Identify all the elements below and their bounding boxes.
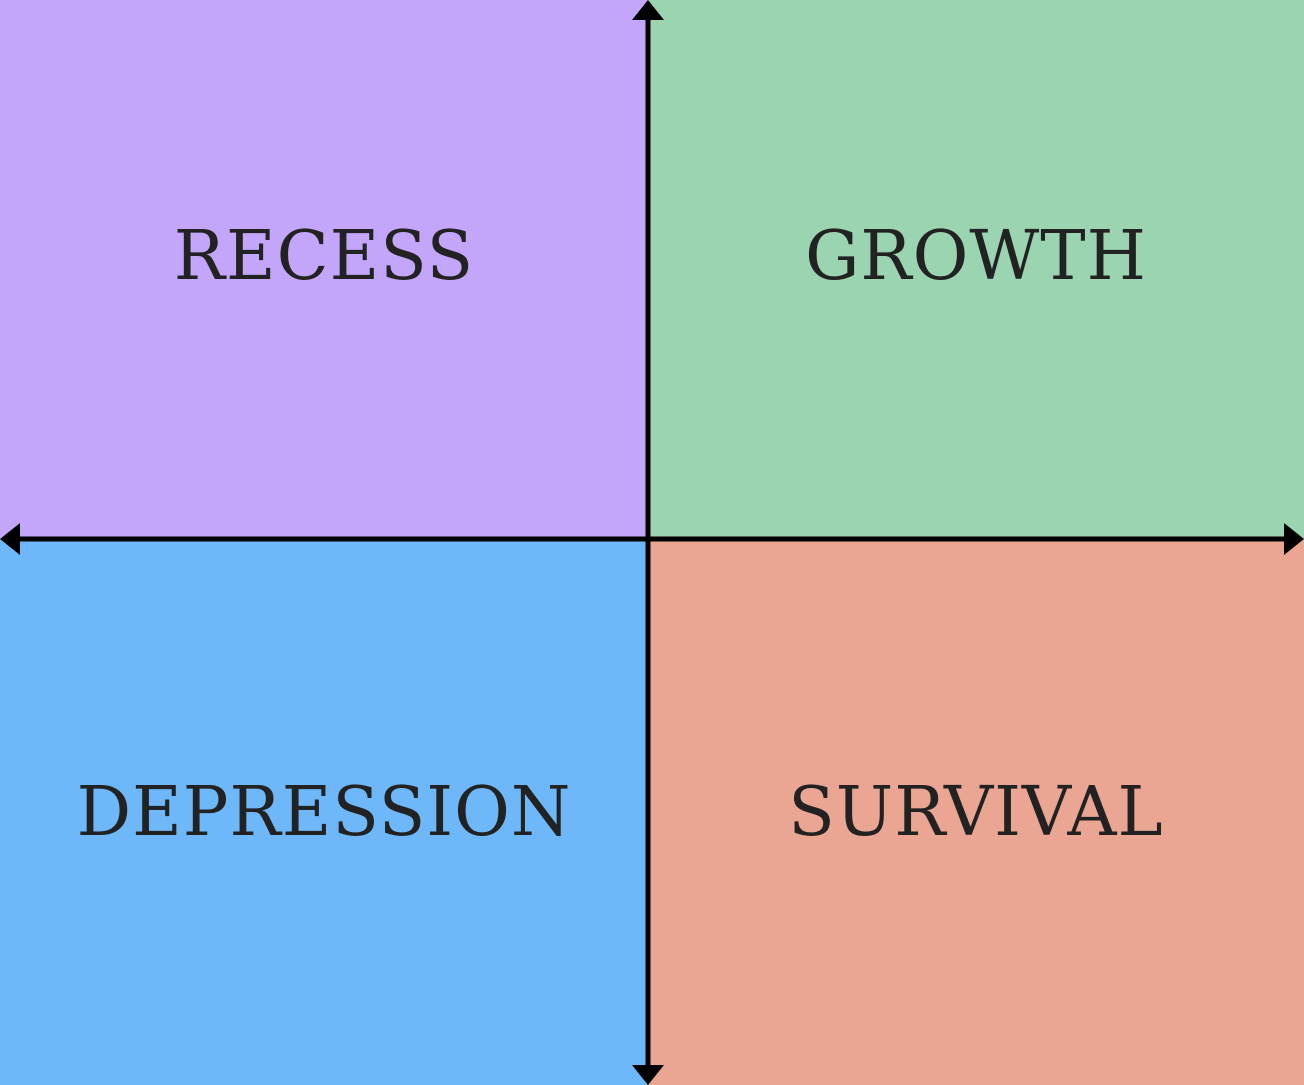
- quadrant-label-growth: GROWTH: [805, 217, 1147, 296]
- quadrant-growth: GROWTH: [648, 0, 1304, 539]
- quadrant-label-depression: DEPRESSION: [76, 772, 572, 852]
- quadrant-label-recess: RECESS: [173, 217, 475, 296]
- quadrant-label-survival: SURVIVAL: [788, 772, 1164, 852]
- quadrant-depression: DEPRESSION: [0, 539, 648, 1085]
- quadrant-recess: RECESS: [0, 0, 648, 539]
- quadrant-survival: SURVIVAL: [648, 539, 1304, 1085]
